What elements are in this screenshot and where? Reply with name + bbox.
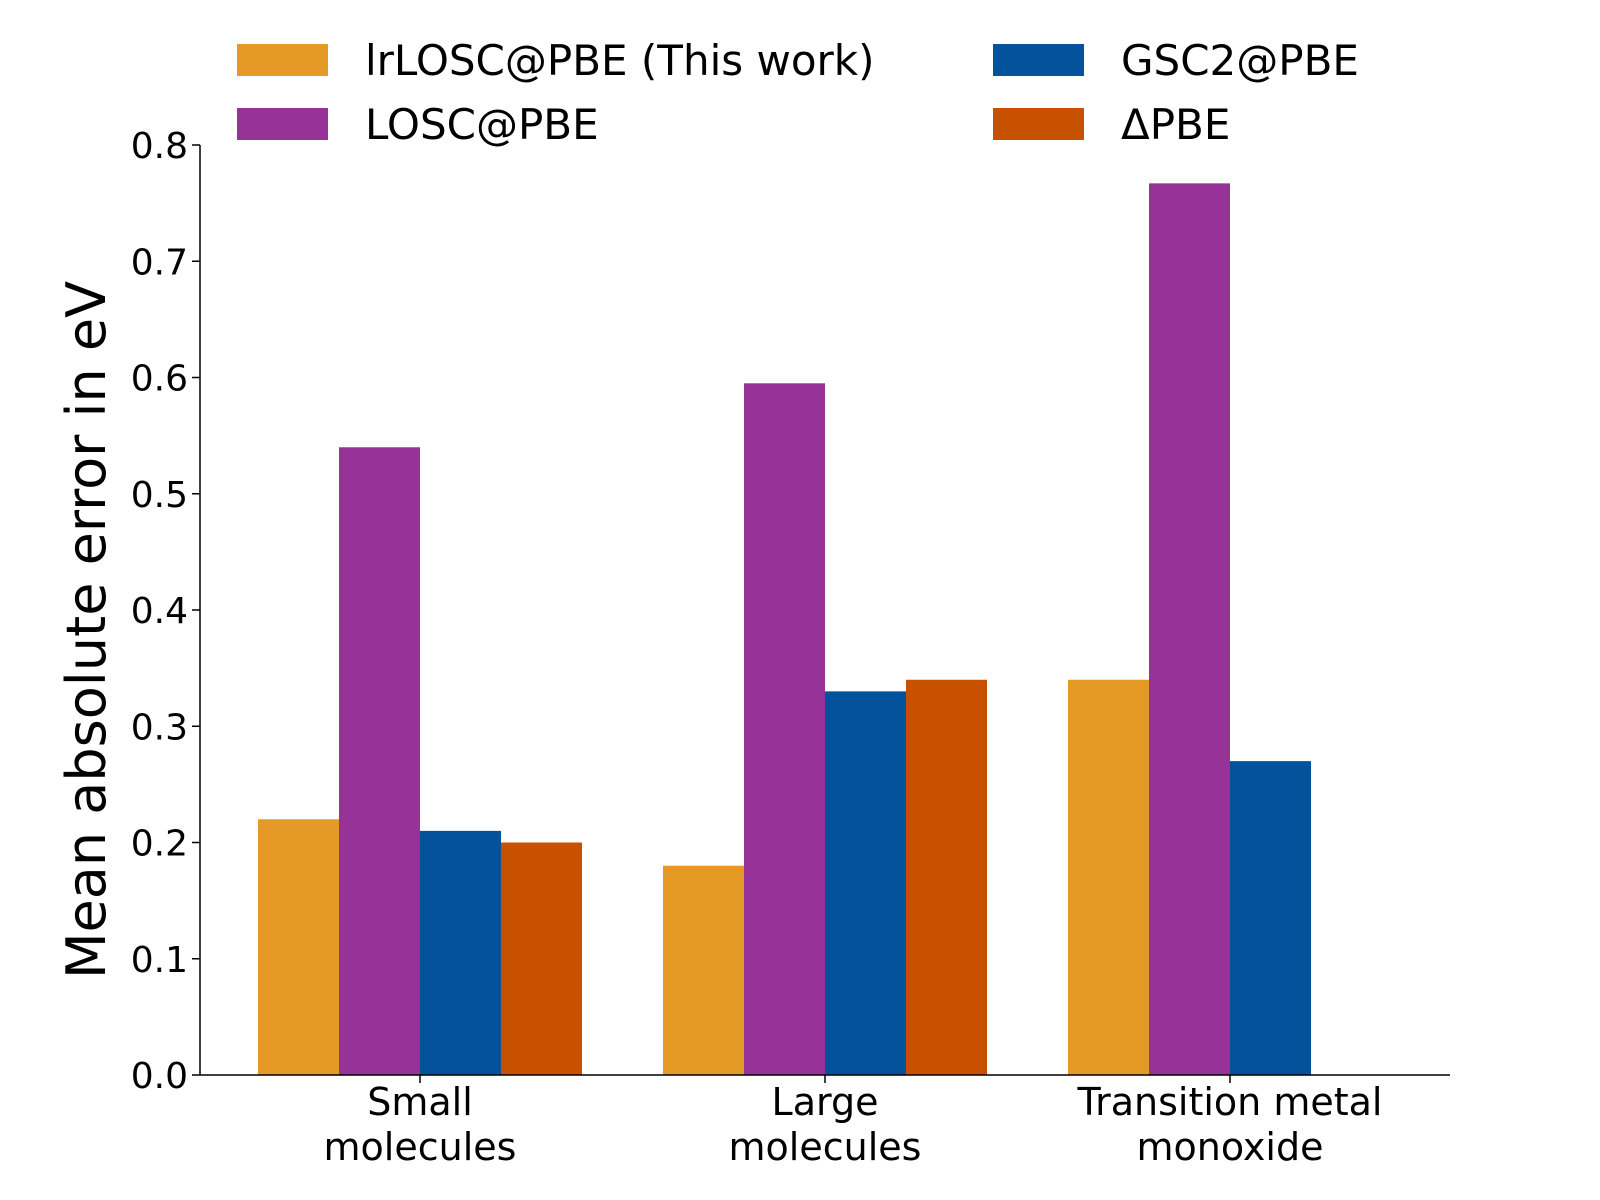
bar-lrlosc-1 [663,865,744,1075]
legend-entry-label: lrLOSC@PBE (This work) [365,36,875,85]
bar-delta-pbe-1 [906,679,987,1075]
y-ticks-group: 0.0 0.1 0.2 0.3 0.4 0.5 0.6 0.7 0.8 [131,126,200,1097]
bar-gsc2-2 [1230,761,1311,1075]
legend-entry-label: ΔPBE [1121,100,1230,149]
legend-swatch [237,44,328,76]
x-tick-label: Transition metal [1077,1080,1383,1124]
bar-gsc2-0 [420,830,501,1075]
y-tick-label: 0.0 [131,1056,188,1097]
bar-losc-0 [339,447,420,1075]
y-tick-label: 0.1 [131,940,188,981]
x-tick-label: molecules [729,1125,922,1169]
bar-losc-2 [1149,183,1230,1076]
y-tick-label: 0.8 [131,126,188,167]
y-tick-label: 0.4 [131,591,188,632]
bars-group [258,183,1311,1076]
legend-entry-label: LOSC@PBE [365,100,599,149]
bar-losc-1 [744,383,825,1075]
legend-swatch [993,44,1084,76]
legend-swatch [237,108,328,140]
y-tick-label: 0.2 [131,824,188,865]
bar-gsc2-1 [825,691,906,1075]
bar-lrlosc-2 [1068,679,1149,1075]
y-tick-label: 0.6 [131,359,188,400]
legend-entry-label: GSC2@PBE [1121,36,1359,85]
x-tick-label: Small [367,1080,473,1124]
bar-delta-pbe-0 [501,842,582,1075]
x-tick-label: molecules [324,1125,517,1169]
y-tick-label: 0.3 [131,707,188,748]
bar-lrlosc-0 [258,819,339,1075]
y-tick-label: 0.5 [131,475,188,516]
legend-swatch [993,108,1084,140]
x-tick-label: Large [772,1080,879,1124]
y-tick-label: 0.7 [131,242,188,283]
legend: lrLOSC@PBE (This work) LOSC@PBE GSC2@PBE ΔP… [237,36,1359,149]
y-axis-label: Mean absolute error in eV [55,281,118,979]
x-tick-label: monoxide [1137,1125,1324,1169]
